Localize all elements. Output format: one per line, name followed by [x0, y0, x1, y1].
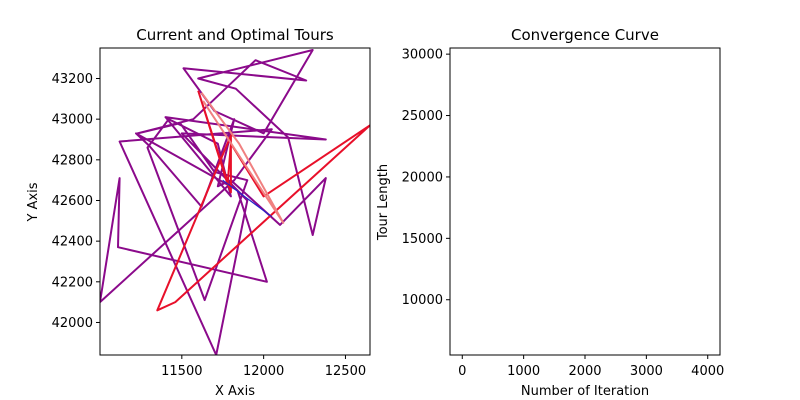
y-tick-label: 42600	[52, 194, 93, 209]
tour-line-highlight	[200, 92, 285, 224]
y-tick-label: 10000	[402, 293, 443, 308]
convergence-x-axis-label: Number of Iteration	[521, 384, 649, 399]
convergence-panel: Convergence Curve 0 1000 2000 3000 4000 1000…	[376, 26, 724, 399]
y-tick-label: 42200	[52, 275, 93, 290]
x-tick-label: 2000	[568, 364, 601, 379]
tour-line-current	[100, 49, 327, 355]
y-tick-label: 25000	[402, 109, 443, 124]
y-tick-label: 20000	[402, 170, 443, 185]
x-tick-label: 0	[458, 364, 466, 379]
convergence-axes-frame	[449, 47, 721, 356]
x-tick-label: 1000	[507, 364, 540, 379]
y-tick-label: 30000	[402, 48, 443, 63]
convergence-chart-title: Convergence Curve	[511, 26, 659, 44]
tour-x-ticks: 11500 12000 12500	[161, 355, 366, 379]
tour-panel: Current and Optimal Tours 11500 12000 1250…	[26, 26, 371, 399]
convergence-y-axis-label: Tour Length	[376, 164, 391, 241]
tour-x-axis-label: X Axis	[215, 384, 255, 399]
y-tick-label: 43000	[52, 113, 93, 128]
tour-chart-title: Current and Optimal Tours	[136, 26, 334, 44]
convergence-x-ticks: 0 1000 2000 3000 4000	[458, 355, 724, 379]
tour-line-optimal	[156, 90, 370, 312]
tour-y-ticks: 42000 42200 42400 42600 42800 43000 43200	[52, 72, 100, 331]
x-tick-label: 12500	[325, 364, 366, 379]
x-tick-label: 11500	[161, 364, 202, 379]
x-tick-label: 4000	[691, 364, 724, 379]
y-tick-label: 43200	[52, 72, 93, 87]
y-tick-label: 42400	[52, 235, 93, 250]
tour-axes-frame	[99, 47, 371, 356]
y-tick-label: 42800	[52, 153, 93, 168]
tour-line-alt	[222, 179, 273, 218]
convergence-y-ticks: 10000 15000 20000 25000 30000	[402, 48, 450, 308]
x-tick-label: 3000	[630, 364, 663, 379]
x-tick-label: 12000	[243, 364, 284, 379]
tour-plot-area	[100, 49, 370, 355]
tour-y-axis-label: Y Axis	[26, 182, 41, 222]
y-tick-label: 15000	[402, 232, 443, 247]
y-tick-label: 42000	[52, 316, 93, 331]
